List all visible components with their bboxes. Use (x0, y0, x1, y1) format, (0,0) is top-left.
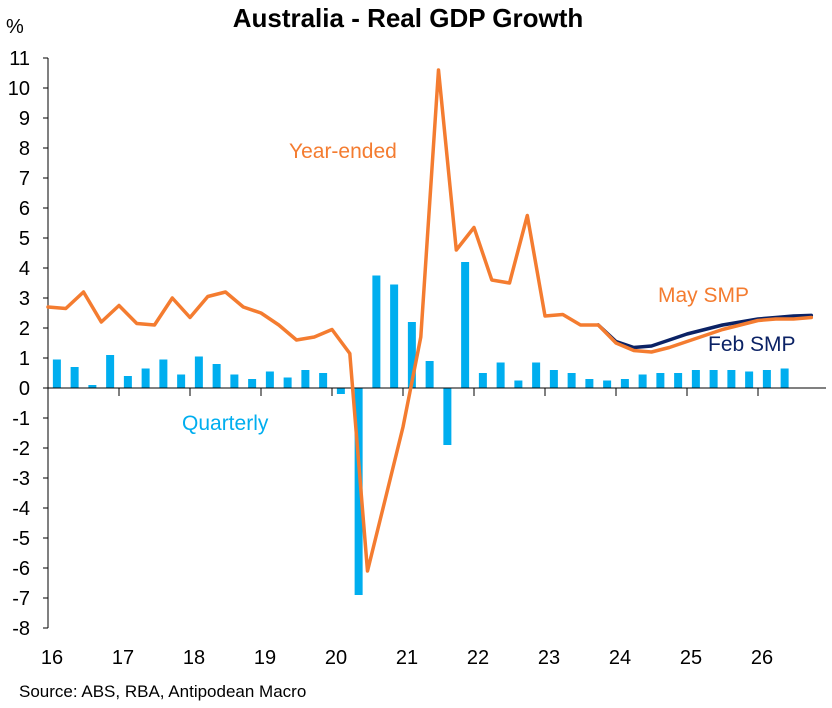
quarterly-bar (106, 355, 115, 388)
y-tick-label: 9 (19, 108, 30, 130)
quarterly-bar (780, 368, 789, 388)
x-tick-label: 23 (538, 647, 560, 669)
quarterly-bar (603, 380, 612, 388)
quarterly-bar (443, 388, 452, 445)
y-tick-label: -8 (12, 618, 30, 640)
quarterly-bar (88, 385, 97, 388)
quarterly-bar (709, 370, 718, 388)
quarterly-bar (319, 373, 328, 388)
quarterly-bar (212, 364, 221, 388)
y-tick-label: 3 (19, 288, 30, 310)
y-tick-label: -7 (12, 588, 30, 610)
y-tick-label: -5 (12, 528, 30, 550)
x-tick-label: 16 (41, 647, 63, 669)
quarterly-bar (478, 373, 487, 388)
quarterly-bar (674, 373, 683, 388)
y-tick-label: -2 (12, 438, 30, 460)
quarterly-bar (407, 322, 416, 388)
x-axis-ticks: 16 17 18 19 20 21 22 23 24 25 26 (41, 388, 773, 669)
y-tick-label: -3 (12, 468, 30, 490)
quarterly-bar (656, 373, 665, 388)
feb-smp-label: Feb SMP (708, 333, 796, 356)
x-tick-label: 18 (183, 647, 205, 669)
quarterly-bar (514, 380, 523, 388)
x-tick-label: 24 (609, 647, 631, 669)
y-tick-label: -6 (12, 558, 30, 580)
quarterly-bar (248, 379, 257, 388)
quarterly-bar (52, 359, 61, 388)
chart-title: Australia - Real GDP Growth (233, 3, 584, 33)
x-tick-label: 20 (325, 647, 347, 669)
quarterly-label: Quarterly (182, 412, 269, 435)
quarterly-bar (496, 362, 505, 388)
quarterly-bar (461, 262, 470, 388)
x-tick-label: 21 (396, 647, 418, 669)
quarterly-bar (354, 388, 363, 595)
quarterly-bar (532, 362, 541, 388)
quarterly-bar (123, 376, 132, 388)
quarterly-bar (301, 370, 310, 388)
x-tick-label: 19 (254, 647, 276, 669)
quarterly-bar (425, 361, 434, 388)
quarterly-bar (194, 356, 203, 388)
y-tick-label: 0 (19, 378, 30, 400)
x-tick-label: 25 (680, 647, 702, 669)
y-unit-label: % (6, 16, 24, 38)
y-tick-label: 5 (19, 228, 30, 250)
quarterly-bar (265, 371, 274, 388)
quarterly-bars (52, 262, 789, 595)
y-tick-label: 1 (19, 348, 30, 370)
quarterly-bar (283, 377, 292, 388)
quarterly-bar (230, 374, 239, 388)
quarterly-bar (620, 379, 629, 388)
x-tick-label: 17 (112, 647, 134, 669)
quarterly-bar (727, 370, 736, 388)
series-lines (46, 68, 814, 573)
quarterly-bar (762, 370, 771, 388)
quarterly-bar (177, 374, 186, 388)
y-tick-label: 11 (9, 48, 30, 70)
y-tick-label: 7 (19, 168, 30, 190)
y-tick-label: 8 (19, 138, 30, 160)
quarterly-bar (567, 373, 576, 388)
y-tick-label: 4 (19, 258, 30, 280)
source-note: Source: ABS, RBA, Antipodean Macro (19, 682, 306, 701)
quarterly-bar (549, 370, 558, 388)
y-tick-label: 10 (8, 78, 30, 100)
quarterly-bar (159, 359, 168, 388)
quarterly-bar (141, 368, 150, 388)
y-tick-label: -4 (12, 498, 30, 520)
quarterly-bar (638, 374, 647, 388)
quarterly-bar (70, 367, 79, 388)
y-tick-label: 6 (19, 198, 30, 220)
quarterly-bar (390, 284, 399, 388)
quarterly-bar (691, 370, 700, 388)
year-ended-label: Year-ended (289, 140, 397, 163)
may-smp-line (46, 68, 814, 573)
quarterly-bar (336, 388, 345, 394)
quarterly-bar (585, 379, 594, 388)
x-tick-label: 26 (751, 647, 773, 669)
quarterly-bar (372, 275, 381, 388)
x-tick-label: 22 (467, 647, 489, 669)
may-smp-label: May SMP (658, 284, 749, 307)
quarterly-bar (745, 371, 754, 388)
y-tick-label: 2 (19, 318, 30, 340)
y-tick-label: -1 (12, 408, 30, 430)
